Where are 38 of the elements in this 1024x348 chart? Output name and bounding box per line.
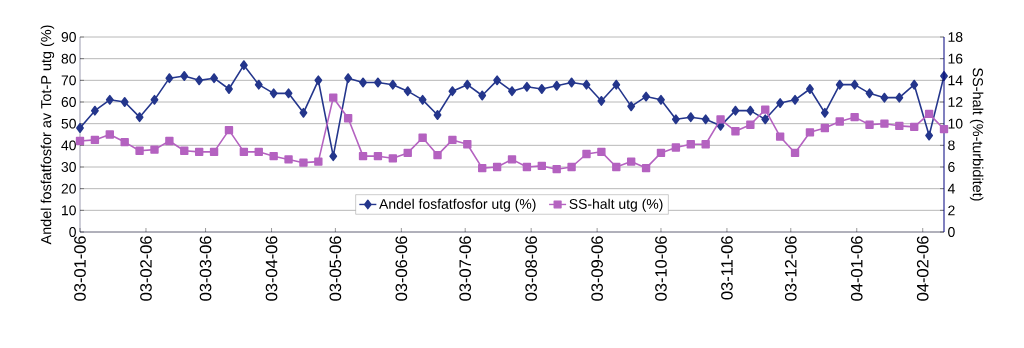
y2-tick-label: 16 [948, 53, 963, 64]
y2-axis-title: SS-halt (%-turbiditet) [969, 68, 984, 201]
y-tick-label: 50 [61, 118, 76, 129]
x-tick-label: 03-01-06 [74, 236, 86, 301]
x-tick-label: 03-03-06 [199, 236, 212, 301]
y-tick-label: 60 [61, 97, 76, 107]
x-tick-label: 03-04-06 [265, 236, 278, 301]
y2-tick-label: 10 [948, 118, 963, 129]
y2-tick-label: 8 [948, 140, 955, 151]
x-tick-label: 04-01-06 [850, 236, 863, 301]
x-tick-label: 03-09-06 [591, 236, 603, 301]
y-tick-label: 10 [62, 205, 76, 216]
y-tick-label: 30 [61, 162, 76, 172]
y-tick-label: 40 [61, 140, 76, 151]
legend-label: SS-halt utg (%) [569, 198, 663, 212]
y-axis-title: Andel fosfatfosfor av Tot-P utg (%) [40, 25, 55, 245]
x-tick-label: 04-02-06 [916, 236, 929, 301]
y2-tick-label: 18 [948, 32, 963, 42]
y-tick-label: 70 [61, 75, 76, 86]
y2-tick-label: 6 [948, 162, 955, 172]
x-tick-label: 03-11-06 [721, 236, 733, 300]
y-tick-label: 90 [61, 32, 76, 42]
x-tick-label: 03-05-06 [329, 236, 342, 301]
y2-tick-label: 4 [947, 183, 955, 194]
x-tick-label: 03-02-06 [140, 236, 152, 301]
x-tick-label: 03-06-06 [395, 236, 408, 301]
y-tick-label: 20 [61, 183, 76, 194]
x-tick-label: 03-12-06 [784, 236, 797, 301]
y2-tick-label: 14 [948, 75, 963, 86]
x-tick-label: 03-07-06 [459, 236, 471, 301]
legend-label: Andel fosfatfosfor utg (%) [379, 198, 536, 212]
y-tick-label: 0 [69, 227, 76, 237]
x-tick-label: 03-10-06 [655, 236, 667, 301]
y-tick-label: 80 [61, 53, 76, 64]
y2-tick-label: 2 [948, 205, 955, 216]
x-tick-label: 03-08-06 [525, 236, 537, 301]
y2-tick-label: 0 [948, 227, 955, 237]
y2-tick-label: 12 [948, 97, 963, 107]
